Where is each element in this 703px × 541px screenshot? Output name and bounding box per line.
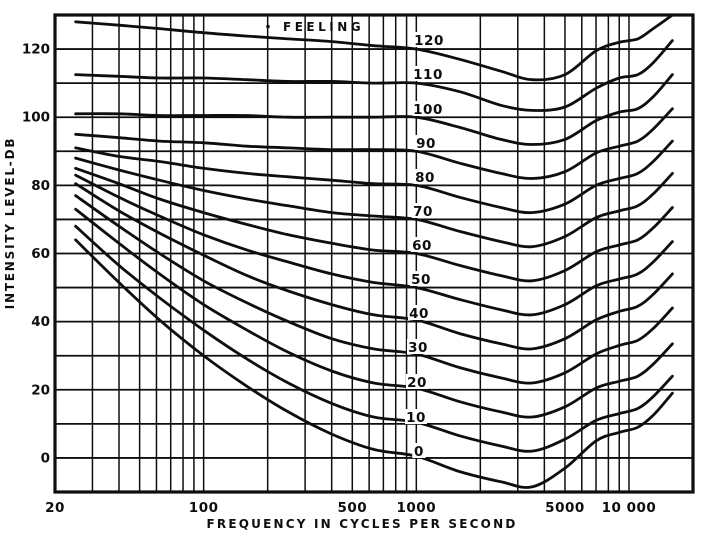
contour-curve-60 — [74, 166, 674, 283]
contour-label-80: 80 — [415, 170, 435, 186]
y-axis-title: INTENSITY LEVEL-DB — [3, 137, 17, 310]
contour-curve-0 — [74, 238, 674, 489]
contour-label-60: 60 — [412, 238, 432, 254]
feeling-annotation: FEELING — [266, 20, 364, 34]
contour-label-0: 0 — [414, 444, 424, 460]
contour-label-40: 40 — [409, 306, 429, 322]
y-tick-label-100: 100 — [22, 110, 50, 126]
contour-label-90: 90 — [416, 136, 436, 152]
contour-label-50: 50 — [411, 272, 431, 288]
plot-border — [53, 13, 695, 494]
y-tick-label-40: 40 — [31, 314, 50, 330]
x-tick-label-500: 500 — [337, 500, 367, 516]
contour-label-backing — [412, 443, 426, 458]
contour-curve-40 — [74, 182, 674, 351]
y-tick-label-80: 80 — [31, 178, 50, 194]
contour-curve-90 — [74, 107, 674, 180]
contour-curve-100 — [74, 73, 674, 146]
x-axis-ticks: 20 100 500 1000 5000 10 000 — [45, 500, 656, 516]
loudness-contours — [74, 13, 674, 489]
contour-curve-20 — [74, 207, 674, 419]
contour-label-30: 30 — [408, 340, 428, 356]
grid — [55, 14, 693, 493]
x-tick-label-10000: 10 000 — [602, 500, 657, 516]
y-tick-label-120: 120 — [22, 42, 50, 58]
x-tick-label-1000: 1000 — [397, 500, 437, 516]
y-axis-ticks: 0 20 40 60 80 100 120 — [22, 42, 50, 467]
x-axis-title: FREQUENCY IN CYCLES PER SECOND — [207, 517, 518, 531]
contour-curve-30 — [74, 194, 674, 385]
contour-label-backing — [415, 135, 437, 150]
contour-curve-110 — [74, 39, 674, 112]
x-tick-label-100: 100 — [189, 500, 219, 516]
contour-curve-70 — [74, 156, 674, 249]
contour-label-backing — [406, 374, 428, 389]
contour-label-backing — [411, 237, 433, 252]
contour-curve-10 — [74, 224, 674, 453]
contour-label-backing — [412, 101, 444, 116]
contour-label-backing — [410, 271, 432, 286]
contour-label-100: 100 — [413, 102, 443, 118]
contour-label-backing — [412, 66, 444, 81]
contour-label-backing — [413, 32, 445, 47]
contour-curve-120 — [74, 13, 674, 82]
y-tick-label-20: 20 — [31, 382, 50, 398]
contour-label-backing — [405, 409, 427, 424]
contour-label-backing — [408, 305, 430, 320]
contour-label-120: 120 — [414, 33, 444, 49]
contour-curve-50 — [74, 173, 674, 317]
x-tick-label-20: 20 — [45, 500, 65, 516]
feeling-label: FEELING — [283, 20, 364, 34]
feeling-dot-icon — [266, 24, 270, 29]
contour-curve-80 — [74, 139, 674, 215]
x-tick-label-5000: 5000 — [545, 500, 585, 516]
contour-label-20: 20 — [407, 375, 427, 391]
y-tick-label-0: 0 — [41, 450, 50, 466]
contour-label-backing — [407, 339, 429, 354]
contour-label-110: 110 — [413, 67, 443, 83]
contour-label-backing — [414, 169, 436, 184]
contour-label-10: 10 — [406, 410, 426, 426]
contour-label-70: 70 — [413, 204, 433, 220]
contour-label-backing — [412, 203, 434, 218]
y-tick-label-60: 60 — [31, 246, 50, 262]
